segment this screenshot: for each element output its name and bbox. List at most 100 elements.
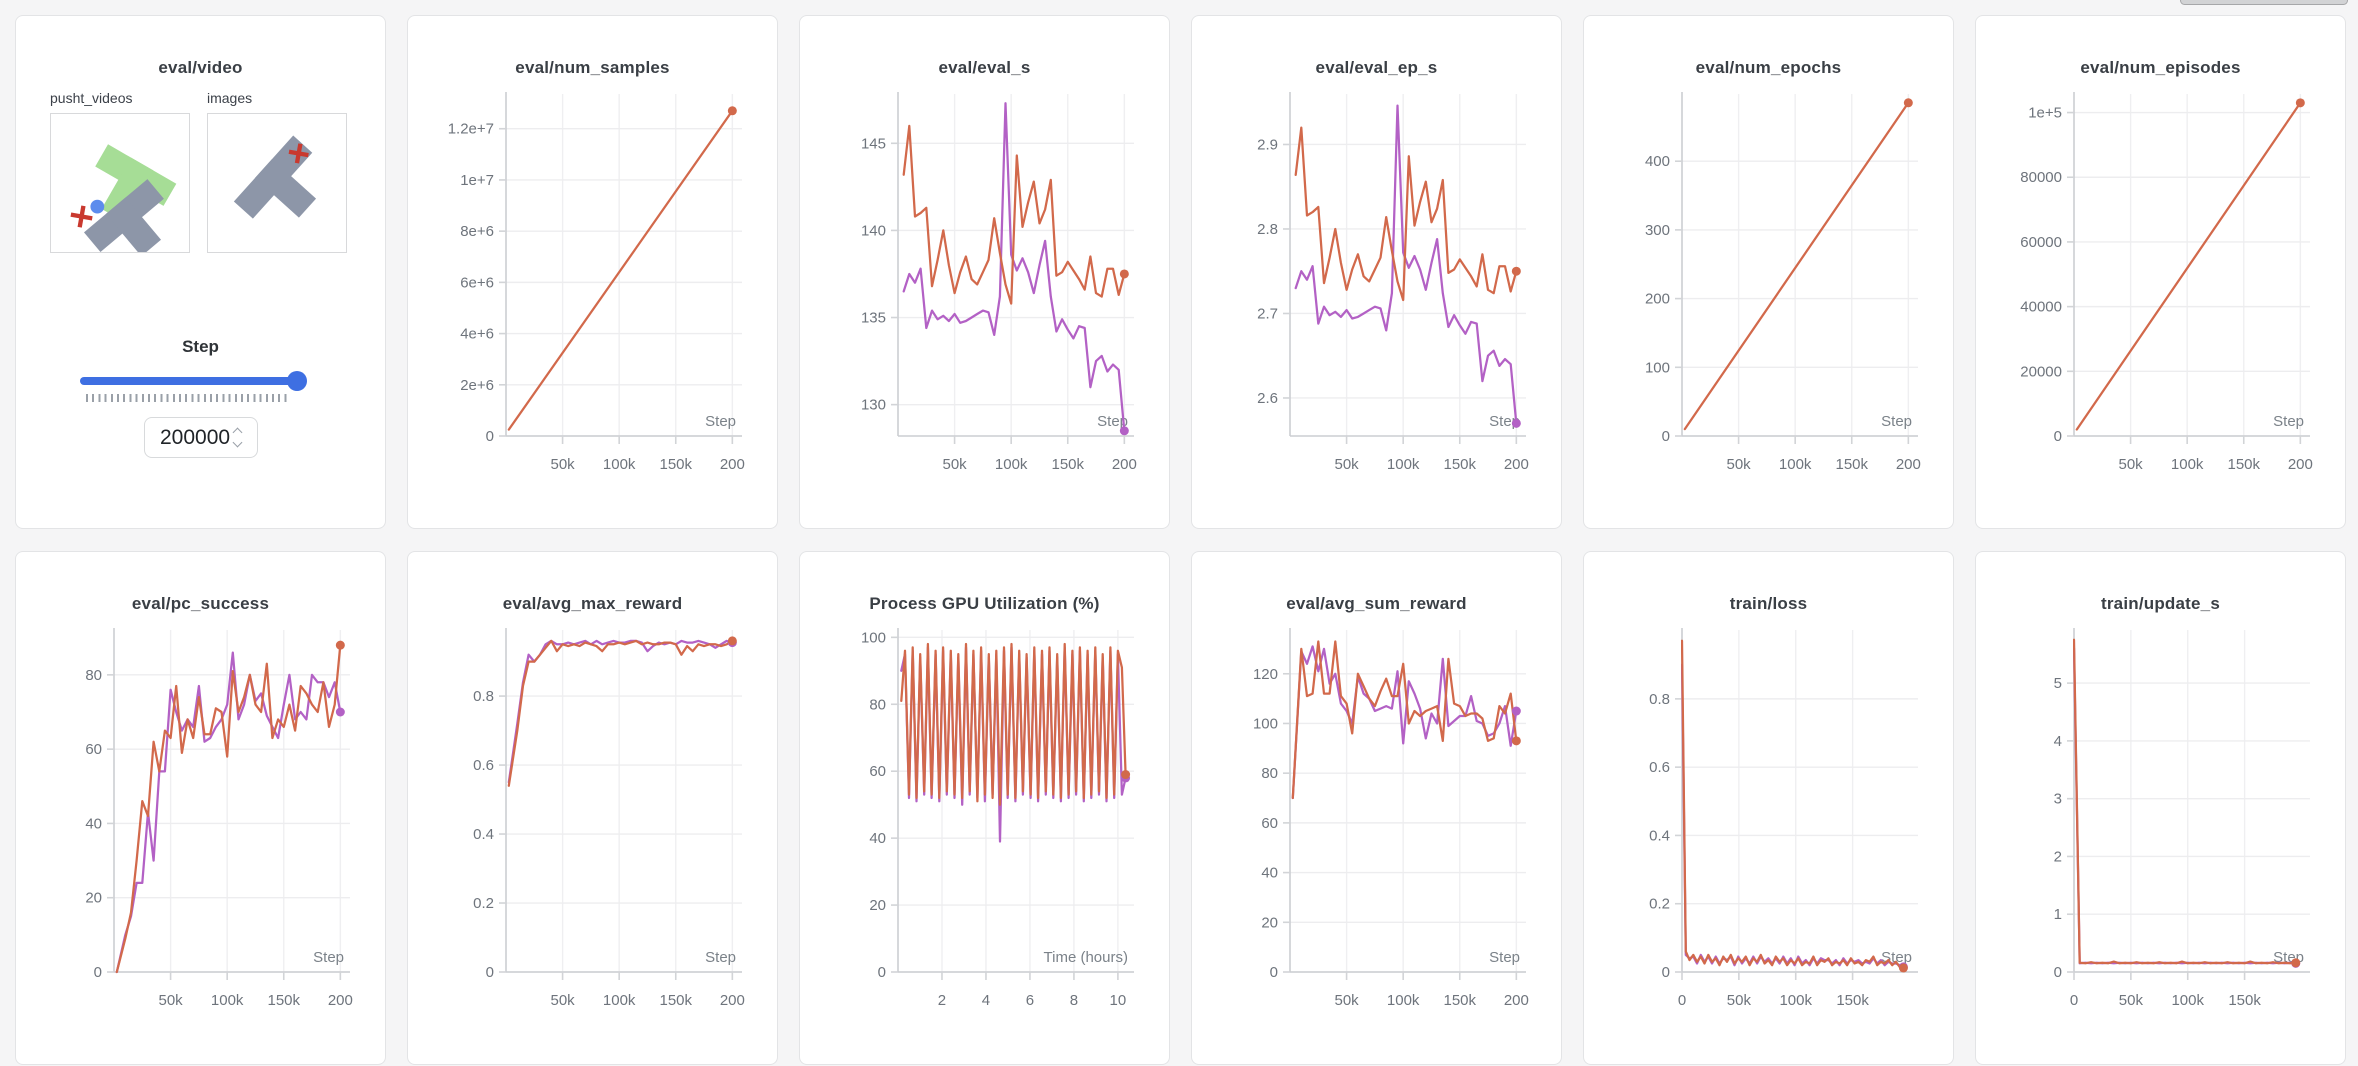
series-end-dot-run-orange — [1511, 736, 1521, 746]
axes — [891, 92, 1134, 444]
x-tick-label: 50k — [1334, 992, 1359, 1009]
series-line-run-orange — [1291, 640, 1518, 800]
chart-title: eval/num_samples — [515, 58, 670, 77]
chart-panel-eval-num-epochs[interactable]: eval/num_epochs 0 100 200 300 400 50k 100k 150k 2… — [1583, 15, 1954, 529]
axis-labels: 0 20000 40000 60000 80000 1e+5 50k 100k 150k 200 S… — [2020, 105, 2313, 473]
axis-labels: 0 20 40 60 80 50k 100k 150k 200 Step — [85, 667, 353, 1009]
x-tick-label: 10 — [1110, 992, 1127, 1009]
chart-panel-eval-eval-s[interactable]: eval/eval_s 130 135 140 145 50k 100k 150k 200 Ste… — [799, 15, 1170, 529]
chart-canvas: 0 100 200 300 400 50k 100k 150k 200 Step — [1645, 92, 1921, 473]
step-slider[interactable] — [80, 371, 307, 391]
series-line-run-orange — [2073, 638, 2297, 965]
chart-title: eval/num_epochs — [1695, 58, 1842, 77]
chart-title: Process GPU Utilization (%) — [869, 594, 1100, 613]
step-increment-icon[interactable] — [232, 427, 243, 438]
series-line-run-orange — [507, 639, 734, 787]
y-tick-label: 100 — [1645, 359, 1670, 376]
x-tick-label: 150k — [1443, 456, 1476, 473]
chart-panel-eval-avg-max-reward[interactable]: eval/avg_max_reward 0 0.2 0.4 0.6 0.8 50k 100k 1… — [407, 551, 778, 1065]
y-tick-label: 1e+5 — [2028, 105, 2062, 122]
chart-panel-train-update-s[interactable]: train/update_s 0 1 2 3 4 5 0 50k 100k 150k Step — [1975, 551, 2346, 1065]
series-line-run-purple — [902, 102, 1126, 432]
series-end-dot-run-orange — [727, 106, 737, 116]
chart-title: eval/avg_max_reward — [502, 594, 683, 613]
gridlines — [1290, 94, 1526, 436]
axis-labels: 0 20 40 60 80 100 120 50k 100k 150k 200 Step — [1253, 666, 1529, 1009]
y-tick-label: 60000 — [2020, 234, 2062, 251]
y-tick-label: 100 — [861, 629, 886, 646]
axes — [891, 628, 1134, 980]
x-axis-title: Step — [1489, 413, 1520, 430]
series-group — [1683, 101, 1910, 431]
axis-labels: 2.6 2.7 2.8 2.9 50k 100k 150k 200 Step — [1257, 136, 1529, 473]
x-tick-label: 4 — [982, 992, 990, 1009]
images-thumbnail[interactable] — [207, 113, 347, 253]
step-stepper — [232, 427, 243, 448]
chart-panel-eval-pc-success[interactable]: eval/pc_success 0 20 40 60 80 50k 100k 150k 200 St… — [15, 551, 386, 1065]
y-tick-label: 0 — [1662, 428, 1670, 445]
series-end-dot-run-orange — [2291, 958, 2301, 968]
y-tick-label: 20 — [85, 890, 102, 907]
series-group — [1681, 639, 1905, 970]
step-value-box — [143, 417, 258, 458]
x-tick-label: 200 — [1896, 456, 1921, 473]
step-decrement-icon[interactable] — [232, 437, 243, 448]
x-tick-label: 100k — [1387, 456, 1420, 473]
y-tick-label: 3 — [2054, 791, 2062, 808]
gridlines — [2074, 94, 2310, 437]
axes — [499, 628, 742, 980]
y-tick-label: 0 — [2054, 428, 2062, 445]
x-tick-label: 50k — [2118, 456, 2143, 473]
series-group — [507, 109, 734, 431]
chart-panel-train-loss[interactable]: train/loss 0 0.2 0.4 0.6 0.8 0 50k 100k 150k Step — [1583, 551, 1954, 1065]
x-tick-label: 8 — [1070, 992, 1078, 1009]
pusht-videos-thumbnail[interactable] — [50, 113, 190, 257]
x-tick-label: 200 — [328, 992, 353, 1009]
series-line-run-purple — [1294, 104, 1518, 425]
x-axis-title: Step — [1097, 413, 1128, 430]
y-tick-label: 2.9 — [1257, 136, 1278, 153]
axes — [1675, 92, 1918, 444]
axes — [1283, 92, 1526, 444]
gridlines — [2073, 630, 2310, 973]
step-slider-thumb[interactable] — [287, 371, 307, 391]
x-tick-label: 100k — [603, 456, 636, 473]
x-tick-label: 150k — [1443, 992, 1476, 1009]
x-tick-label: 100k — [1387, 992, 1420, 1009]
chart-canvas: 0 20 40 60 80 100 120 50k 100k 150k 200 Step — [1253, 628, 1529, 1009]
y-tick-label: 2.8 — [1257, 221, 1278, 238]
media-figure-images: images — [207, 90, 347, 253]
chart-title: eval/eval_s — [938, 58, 1031, 77]
x-tick-label: 200 — [720, 456, 745, 473]
series-end-dot-run-orange — [1121, 770, 1131, 780]
series-line-run-purple — [1291, 645, 1518, 800]
chart-panel-eval-avg-sum-reward[interactable]: eval/avg_sum_reward 0 20 40 60 80 100 120 50k 100… — [1191, 551, 1562, 1065]
x-tick-label: 150k — [1051, 456, 1084, 473]
chart-title: eval/eval_ep_s — [1315, 58, 1438, 77]
series-line-run-purple — [115, 651, 342, 974]
series-group — [1291, 640, 1518, 800]
y-tick-label: 2 — [2054, 848, 2062, 865]
chart-panel-process-gpu-utilization-[interactable]: Process GPU Utilization (%) 0 20 40 60 80 100 2… — [799, 551, 1170, 1065]
horizontal-scrollbar-thumb[interactable] — [2180, 0, 2348, 5]
x-tick-label: 200 — [1504, 456, 1529, 473]
series-end-dot-run-orange — [1898, 963, 1908, 973]
chart-panel-eval-num-episodes[interactable]: eval/num_episodes 0 20000 40000 60000 80000 1e… — [1975, 15, 2346, 529]
media-row: pusht_videos — [16, 90, 385, 257]
y-tick-label: 0.2 — [473, 895, 494, 912]
step-value-input[interactable] — [160, 425, 230, 450]
y-tick-label: 135 — [861, 310, 886, 327]
x-tick-label: 50k — [942, 456, 967, 473]
y-tick-label: 60 — [85, 741, 102, 758]
step-slider-track[interactable] — [80, 377, 297, 385]
axes — [107, 628, 350, 980]
y-tick-label: 0 — [878, 964, 886, 981]
x-tick-label: 150k — [1836, 992, 1869, 1009]
y-tick-label: 2.6 — [1257, 390, 1278, 407]
y-tick-label: 130 — [861, 397, 886, 414]
chart-panel-eval-num-samples[interactable]: eval/num_samples 0 2e+6 4e+6 6e+6 8e+6 1e+7 1.2… — [407, 15, 778, 529]
video-panel[interactable]: eval/video pusht_videos — [15, 15, 386, 529]
chart-panel-eval-eval-ep-s[interactable]: eval/eval_ep_s 2.6 2.7 2.8 2.9 50k 100k 150k 200… — [1191, 15, 1562, 529]
x-axis-title: Step — [705, 413, 736, 430]
